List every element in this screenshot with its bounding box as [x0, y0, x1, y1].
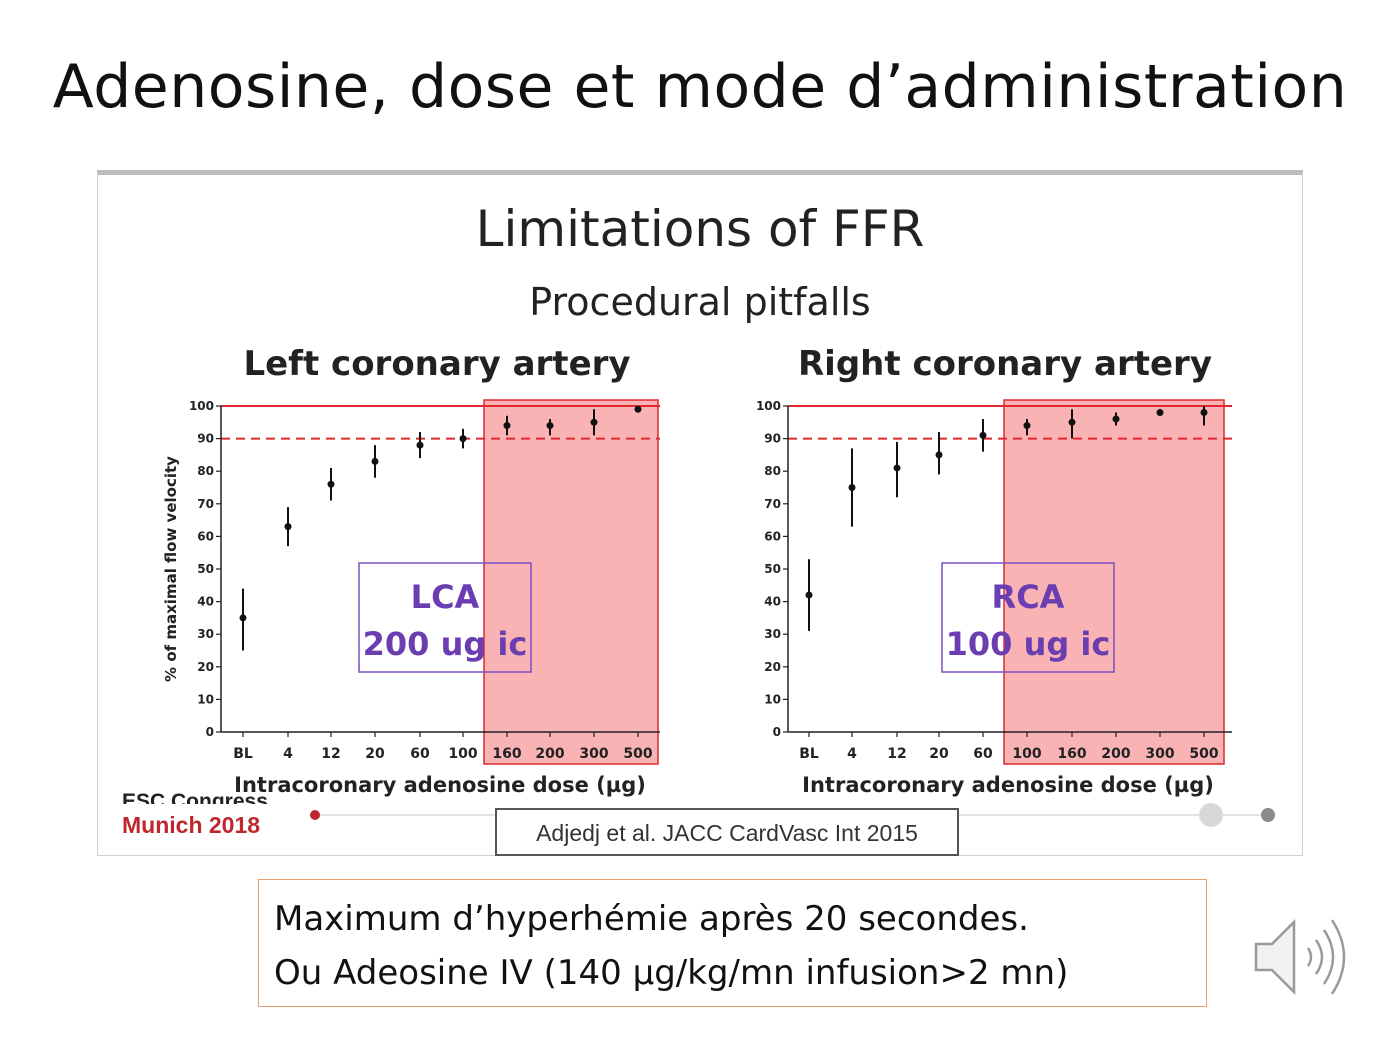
y-tick-label: 10 — [764, 692, 781, 706]
panel-subtitle: Procedural pitfalls — [529, 280, 871, 324]
y-tick-label: 50 — [197, 562, 214, 576]
y-tick-label: 70 — [764, 497, 781, 511]
highlight-region — [483, 399, 659, 765]
x-tick-label: 12 — [887, 746, 906, 762]
progress-start-dot — [310, 810, 320, 820]
x-tick-label: 20 — [929, 746, 949, 762]
panel-title: Limitations of FFR — [475, 200, 925, 258]
data-point — [459, 435, 467, 443]
data-point — [503, 422, 511, 430]
x-tick-label: BL — [799, 746, 819, 762]
x-tick-label: BL — [233, 746, 253, 762]
data-point — [239, 614, 247, 622]
speaker-icon[interactable] — [1250, 912, 1360, 1002]
x-tick-label: 60 — [410, 746, 430, 762]
y-tick-label: 30 — [197, 627, 214, 641]
y-tick-label: 80 — [197, 464, 214, 478]
data-point — [1023, 422, 1031, 430]
citation-box: Adjedj et al. JACC CardVasc Int 2015 — [495, 808, 959, 856]
y-tick-label: 40 — [764, 595, 781, 609]
y-tick-label: 20 — [197, 660, 214, 674]
chart-title: Right coronary artery — [798, 344, 1212, 384]
x-tick-label: 4 — [847, 746, 857, 762]
note-line-1: Maximum d’hyperhémie après 20 secondes. — [274, 899, 1029, 939]
annotation-line-1: RCA — [992, 578, 1065, 616]
x-tick-label: 20 — [365, 746, 385, 762]
data-point — [1112, 415, 1120, 423]
x-axis-label: Intracoronary adenosine dose (µg) — [234, 773, 646, 797]
y-tick-label: 50 — [764, 562, 781, 576]
x-tick-label: 100 — [448, 746, 477, 762]
y-tick-label: 0 — [773, 725, 781, 739]
congress-name: ESC Congress — [122, 790, 268, 804]
y-tick-label: 60 — [764, 529, 781, 543]
progress-end-dot — [1261, 808, 1275, 822]
x-axis-label: Intracoronary adenosine dose (µg) — [802, 773, 1214, 797]
data-point — [590, 418, 598, 426]
annotation-box — [941, 562, 1115, 673]
note-line-2: Ou Adeosine IV (140 µg/kg/mn infusion>2 … — [274, 953, 1069, 993]
data-point — [1068, 418, 1076, 426]
congress-location: Munich 2018 — [122, 812, 261, 838]
x-tick-label: 12 — [321, 746, 340, 762]
data-point — [893, 464, 901, 472]
y-tick-label: 80 — [764, 464, 781, 478]
annotation-box — [358, 562, 532, 673]
slide-title: Adenosine, dose et mode d’administration — [52, 52, 1348, 122]
y-tick-label: 100 — [756, 399, 781, 413]
data-point — [546, 422, 554, 430]
data-point — [848, 484, 856, 491]
data-point — [1156, 409, 1164, 417]
y-tick-label: 90 — [764, 432, 781, 446]
data-point — [805, 591, 813, 599]
data-point — [327, 480, 335, 488]
x-tick-label: 4 — [283, 746, 293, 762]
x-tick-label: 200 — [1101, 746, 1130, 762]
x-tick-label: 500 — [1189, 746, 1218, 762]
y-tick-label: 10 — [197, 692, 214, 706]
x-tick-label: 200 — [535, 746, 564, 762]
data-point — [634, 405, 642, 413]
data-point — [371, 457, 379, 465]
x-tick-label: 300 — [1145, 746, 1174, 762]
x-tick-label: 500 — [623, 746, 652, 762]
data-point — [1200, 409, 1208, 417]
y-tick-label: 40 — [197, 595, 214, 609]
y-tick-label: 60 — [197, 529, 214, 543]
chart-title: Left coronary artery — [243, 344, 630, 384]
x-tick-label: 60 — [973, 746, 993, 762]
y-axis-label: % of maximal flow velocity — [162, 456, 180, 682]
data-point — [284, 523, 292, 531]
x-tick-label: 100 — [1012, 746, 1041, 762]
progress-handle — [1199, 803, 1223, 827]
y-tick-label: 100 — [189, 399, 214, 413]
annotation-line-2: 100 ug ic — [946, 625, 1111, 663]
data-point — [416, 441, 424, 449]
note-box: Maximum d’hyperhémie après 20 secondes. … — [258, 879, 1207, 1007]
annotation-line-1: LCA — [411, 578, 480, 616]
y-tick-label: 30 — [764, 627, 781, 641]
data-point — [935, 451, 943, 459]
y-tick-label: 20 — [764, 660, 781, 674]
x-tick-label: 160 — [492, 746, 521, 762]
data-point — [979, 431, 987, 439]
y-tick-label: 70 — [197, 497, 214, 511]
x-tick-label: 160 — [1057, 746, 1086, 762]
y-tick-label: 90 — [197, 432, 214, 446]
x-tick-label: 300 — [579, 746, 608, 762]
annotation-line-2: 200 ug ic — [363, 625, 528, 663]
y-tick-label: 0 — [206, 725, 214, 739]
